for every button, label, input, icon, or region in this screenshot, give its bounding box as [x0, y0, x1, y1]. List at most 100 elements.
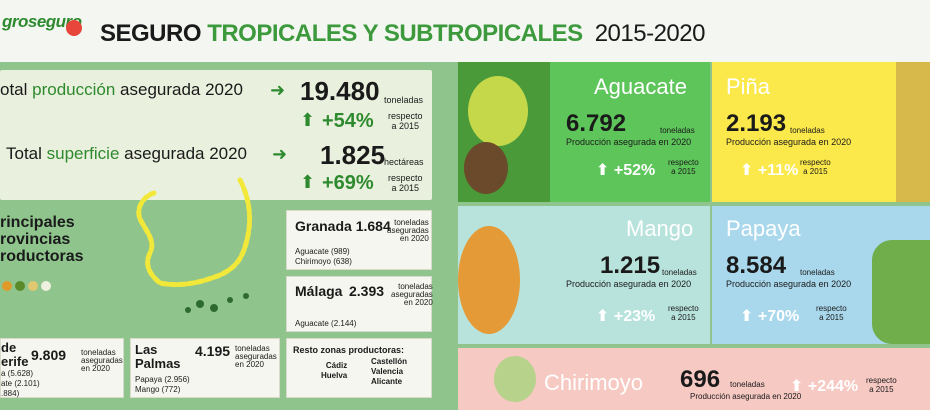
resto-castellon: Castellón — [371, 357, 408, 366]
laspalmas-name-2: Palmas — [135, 356, 181, 371]
papaya-value: 8.584 — [726, 252, 787, 279]
aguacate-sub: Producción asegurada en 2020 — [566, 137, 692, 147]
cherimoya-icon — [41, 281, 51, 291]
pina-note-1: respecto — [800, 158, 831, 167]
surface-label: Total superficie asegurada 2020 — [6, 144, 247, 164]
production-unit: toneladas — [384, 95, 424, 105]
production-label: otal producción asegurada 2020 — [0, 80, 243, 100]
production-label-pre: otal — [0, 80, 33, 99]
tenerife-unit: toneladas aseguradas en 2020 — [81, 349, 123, 373]
resto-col-2: Castellón Valencia Alicante — [371, 357, 407, 387]
laspalmas-name: Las Palmas — [135, 343, 181, 371]
resto-cadiz: Cádiz — [325, 361, 348, 370]
arrow-up-icon: ⬆ — [300, 172, 316, 192]
header-bar — [0, 0, 930, 62]
production-label-post: asegurada 2020 — [115, 80, 243, 99]
resto-alicante: Alicante — [371, 377, 403, 386]
surface-value: 1.825 — [320, 140, 386, 170]
map-panel — [0, 207, 280, 317]
aguacate-pct: ⬆ +52% — [596, 160, 655, 180]
laspalmas-value: 4.195 — [195, 343, 231, 359]
laspalmas-unit: toneladas aseguradas en 2020 — [235, 345, 277, 369]
chirimoyo-note: respecto a 2015 — [866, 376, 897, 394]
pina-pct-value: +11% — [757, 162, 799, 179]
malaga-card: Málaga 2.393 toneladas aseguradas en 2020 … — [286, 276, 433, 332]
pina-unit: toneladas — [790, 126, 825, 135]
granada-unit-2: aseguradas — [387, 226, 429, 235]
mango-note: respecto a 2015 — [668, 304, 699, 322]
laspalmas-card: Las Palmas 4.195 toneladas aseguradas en 20… — [130, 338, 280, 398]
malaga-detail-1: Aguacate (2.144) — [295, 319, 357, 328]
tenerife-unit-3: en 2020 — [81, 364, 110, 373]
page-title: SEGURO TROPICALES Y SUBTROPICALES 2015-20… — [100, 20, 705, 48]
granada-card: Granada 1.684 toneladas aseguradas en 2020… — [286, 210, 432, 270]
papaya-note: respecto a 2015 — [816, 304, 847, 322]
production-value: 19.480 — [300, 76, 380, 106]
malaga-value: 2.393 — [349, 283, 385, 299]
pina-tile — [712, 62, 930, 202]
production-pct-note: respecto a 2015 — [388, 111, 423, 131]
tenerife-name: de erife — [1, 341, 28, 369]
avocado-half-icon — [468, 76, 528, 146]
granada-name: Granada — [295, 218, 352, 234]
laspalmas-unit-3: en 2020 — [235, 360, 264, 369]
malaga-name: Málaga — [295, 283, 343, 299]
arrow-up-icon: ⬆ — [790, 378, 804, 395]
resto-huelva: Huelva — [321, 371, 348, 380]
chirimoyo-sub: Producción asegurada en 2020 — [690, 392, 802, 401]
avocado-seed-icon — [464, 142, 508, 194]
surface-pct-note-1: respecto — [388, 173, 423, 183]
production-label-green: producción — [32, 80, 116, 99]
granada-unit-1: toneladas — [394, 218, 429, 227]
aguacate-value: 6.792 — [566, 110, 627, 137]
laspalmas-name-1: Las — [135, 342, 158, 357]
mango-value: 1.215 — [600, 252, 661, 279]
tenerife-card: de erife 9.809 toneladas aseguradas en 2020… — [0, 338, 124, 398]
aguacate-name: Aguacate — [594, 74, 687, 99]
chirimoyo-unit: toneladas — [730, 380, 765, 389]
pina-sub: Producción asegurada en 2020 — [726, 137, 852, 147]
spain-map-outline — [136, 177, 253, 288]
provinces-title: rincipales rovincias roductoras — [0, 214, 84, 265]
chirimoyo-note-1: respecto — [866, 376, 897, 385]
chirimoyo-name: Chirimoyo — [544, 370, 644, 395]
papaya-pct: ⬆ +70% — [740, 306, 799, 326]
resto-title: Resto zonas productoras: — [293, 345, 405, 355]
fruit-icons — [2, 278, 62, 294]
surface-pct-note: respecto a 2015 — [388, 173, 423, 193]
aguacate-unit: toneladas — [660, 126, 695, 135]
arrow-up-icon: ⬆ — [740, 308, 754, 325]
chirimoyo-image — [494, 356, 536, 402]
surface-label-pre: Total — [6, 144, 47, 163]
surface-pct: +69% — [322, 172, 374, 194]
mango-note-1: respecto — [668, 304, 699, 313]
surface-unit: hectáreas — [384, 157, 424, 167]
laspalmas-detail-2: Mango (772) — [135, 385, 181, 394]
papaya-pct-value: +70% — [757, 308, 800, 325]
arrow-up-icon: ⬆ — [596, 308, 610, 325]
production-pct: +54% — [322, 110, 374, 132]
mango-note-2: a 2015 — [671, 313, 696, 322]
title-years: 2015-2020 — [594, 20, 706, 47]
pina-note: respecto a 2015 — [800, 158, 831, 176]
papaya-image — [872, 240, 930, 344]
pina-note-2: a 2015 — [803, 167, 828, 176]
mango-unit: toneladas — [662, 268, 697, 277]
laspalmas-detail-1: Papaya (2.956) — [135, 375, 190, 384]
tenerife-value: 9.809 — [31, 347, 67, 363]
granada-detail-2: Chirimoyo (638) — [295, 257, 352, 266]
logo: groseguro — [2, 12, 82, 31]
arrow-up-icon: ⬆ — [300, 110, 316, 130]
surface-label-post: asegurada 2020 — [119, 144, 248, 163]
totals-panel — [0, 70, 432, 200]
avocado-image — [458, 62, 550, 202]
arrow-right-icon: ➜ — [270, 80, 286, 100]
laspalmas-unit-1: toneladas — [235, 344, 270, 353]
malaga-unit-2: aseguradas — [391, 290, 433, 299]
production-pct-note-1: respecto — [388, 111, 423, 121]
malaga-unit-3: en 2020 — [403, 298, 433, 307]
malaga-unit: toneladas aseguradas en 2020 — [391, 283, 433, 307]
papaya-sub: Producción asegurada en 2020 — [726, 279, 852, 289]
pina-value: 2.193 — [726, 110, 787, 137]
tenerife-detail-1: a (5.628) — [1, 369, 34, 378]
